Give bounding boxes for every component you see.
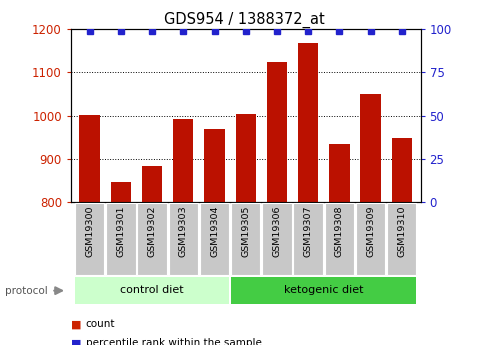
Bar [386,203,416,275]
Bar [293,203,322,275]
Text: GSM19308: GSM19308 [334,206,343,257]
Text: GSM19302: GSM19302 [147,206,156,257]
Bar [106,203,135,275]
Text: ■: ■ [71,319,81,329]
Text: GSM19300: GSM19300 [85,206,94,257]
Bar [137,203,166,275]
Text: GDS954 / 1388372_at: GDS954 / 1388372_at [164,12,324,28]
Bar [230,277,416,304]
Bar [235,114,255,345]
Text: ■: ■ [71,338,81,345]
Text: percentile rank within the sample: percentile rank within the sample [85,338,261,345]
Text: GSM19303: GSM19303 [179,206,187,257]
Bar [75,203,104,275]
Bar [230,203,260,275]
Text: protocol: protocol [5,286,47,296]
Bar [360,94,380,345]
Text: GSM19304: GSM19304 [209,206,219,257]
Bar [200,203,229,275]
Text: GSM19301: GSM19301 [116,206,125,257]
Bar [324,203,353,275]
Text: ketogenic diet: ketogenic diet [284,285,363,295]
Text: GSM19309: GSM19309 [366,206,374,257]
Bar [168,203,198,275]
Text: GSM19305: GSM19305 [241,206,250,257]
Text: control diet: control diet [120,285,183,295]
Bar [80,115,100,345]
Bar [391,138,411,345]
Bar [110,181,131,345]
Text: GSM19306: GSM19306 [272,206,281,257]
Bar [75,277,229,304]
Bar [297,43,318,345]
Text: GSM19307: GSM19307 [303,206,312,257]
Bar [266,62,286,345]
Bar [204,129,224,345]
Bar [142,166,162,345]
Text: count: count [85,319,115,329]
Bar [328,145,349,345]
Bar [173,119,193,345]
Bar [262,203,291,275]
Text: GSM19310: GSM19310 [396,206,406,257]
Bar [355,203,385,275]
